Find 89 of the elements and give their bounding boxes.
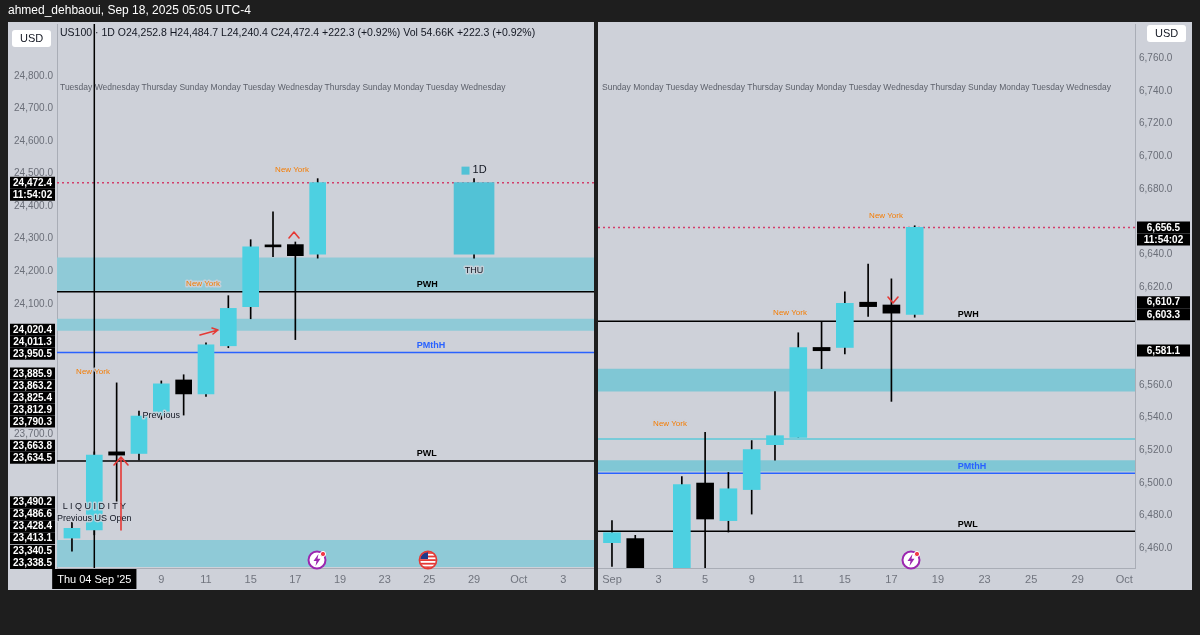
text: 6,581.1 — [1146, 344, 1181, 356]
x-tick-label: 9 — [158, 572, 165, 585]
y-tick-label: 6,740.0 — [1139, 84, 1173, 96]
text: 24,011.3 — [13, 335, 53, 347]
text: 24,472.4 — [13, 176, 53, 188]
x-tick-label: 3 — [655, 572, 662, 585]
candlestick — [766, 391, 784, 461]
y-tick-label: 6,620.0 — [1139, 280, 1173, 292]
x-tick-label: 5 — [702, 572, 709, 585]
text: 23,663.8 — [13, 439, 53, 451]
y-tick-label: 6,500.0 — [1139, 476, 1173, 488]
chart-subtitle: US100 · 1D O24,252.8 H24,484.7 L24,240.4 C24,472.4 +222.3 (+0.92%) Vol 54.66K +222.3 (+0.92%) — [60, 25, 536, 39]
y-tick-label: 6,480.0 — [1139, 509, 1173, 521]
text: 23,413.1 — [13, 532, 53, 544]
text: 11:54:02 — [1143, 233, 1184, 245]
annotation: New York — [653, 419, 688, 429]
annotation: New York — [186, 279, 221, 289]
x-tick-label: 3 — [560, 572, 567, 585]
x-tick-label: 15 — [244, 572, 257, 585]
y-tick-label: 6,760.0 — [1139, 52, 1173, 64]
y-tick-label: 6,520.0 — [1139, 444, 1173, 456]
y-tick-label: 6,460.0 — [1139, 542, 1173, 554]
annotation: Tuesday Wednesday Thursday Sunday Monday Tuesday Wednesday Thursday Sunday Monday Tuesday Wednesday — [60, 82, 506, 93]
text: 23,634.5 — [13, 451, 53, 463]
text: 23,490.2 — [13, 496, 53, 508]
ref-line-label: PMthH — [416, 339, 446, 350]
x-tick-label: Thu 04 Sep '25 — [57, 572, 132, 585]
x-tick-label: 23 — [378, 572, 391, 585]
y-tick-label: 24,800.0 — [14, 69, 54, 81]
y-tick-label: 6,700.0 — [1139, 150, 1173, 162]
text: USD — [12, 30, 52, 47]
text: 23,885.9 — [13, 367, 53, 379]
x-tick-label: 19 — [333, 572, 347, 585]
text: 23,428.4 — [13, 520, 53, 532]
x-tick-label: 9 — [748, 572, 755, 585]
y-tick-label: 24,100.0 — [14, 297, 54, 309]
x-tick-label: 23 — [978, 572, 991, 585]
x-tick-label: Sep — [602, 572, 622, 585]
text: 23,863.2 — [13, 379, 53, 391]
y-tick-label: 6,540.0 — [1139, 411, 1173, 423]
text: 6,603.3 — [1146, 308, 1181, 320]
x-tick-label: 17 — [885, 572, 898, 585]
text: USD — [1147, 25, 1187, 42]
y-tick-label: 23,700.0 — [14, 427, 54, 439]
ref-line-label: PWH — [957, 308, 979, 319]
x-tick-label: Oct — [1115, 572, 1133, 585]
y-tick-label: 6,720.0 — [1139, 117, 1173, 129]
annotation: THU — [464, 264, 484, 275]
annotation: New York — [869, 211, 904, 221]
y-tick-label: 6,560.0 — [1139, 378, 1173, 390]
text: 23,812.9 — [13, 403, 53, 415]
text: 6,610.7 — [1146, 296, 1181, 308]
y-tick-label: 6,680.0 — [1139, 182, 1173, 194]
x-tick-label: 17 — [289, 572, 302, 585]
annotation: Sunday Monday Tuesday Wednesday Thursday Sunday Monday Tuesday Wednesday Thursday Sunday Monday Tuesday Wednesday — [602, 82, 1112, 93]
ref-line-label: PWL — [416, 448, 438, 459]
x-tick-label: 29 — [467, 572, 481, 585]
x-tick-label: 11 — [792, 572, 804, 585]
candlestick — [859, 263, 877, 317]
x-tick-label: Oct — [510, 572, 528, 585]
y-tick-label: 24,700.0 — [14, 102, 54, 114]
y-tick-label: 24,500.0 — [14, 167, 54, 179]
x-tick-label: 25 — [1025, 572, 1038, 585]
text: 23,790.3 — [13, 415, 53, 427]
legend-label: 1D — [472, 163, 487, 176]
text: 23,950.5 — [13, 347, 53, 359]
ref-line-label: PWL — [957, 518, 979, 529]
x-tick-label: 25 — [423, 572, 436, 585]
annotation: New York — [275, 165, 310, 175]
y-tick-label: 24,200.0 — [14, 265, 54, 277]
ref-line-label: PWH — [416, 279, 438, 290]
text: 23,338.5 — [13, 557, 53, 569]
text: 23,340.5 — [13, 545, 53, 557]
annotation: New York — [773, 308, 808, 318]
y-tick-label: 6,640.0 — [1139, 248, 1173, 260]
y-tick-label: 24,600.0 — [14, 134, 54, 146]
text: 23,825.4 — [13, 391, 53, 403]
text: 23,486.6 — [13, 508, 53, 520]
chart-title: ahmed_dehbaoui, Sep 18, 2025 05:05 UTC-4 — [8, 3, 251, 18]
y-tick-label: 24,300.0 — [14, 232, 54, 244]
text: 6,656.5 — [1146, 221, 1181, 233]
x-tick-label: 11 — [200, 572, 212, 585]
text: 11:54:02 — [12, 188, 53, 200]
x-tick-label: 15 — [838, 572, 851, 585]
text: 24,020.4 — [13, 323, 53, 335]
x-tick-label: 29 — [1071, 572, 1084, 585]
y-tick-label: 24,400.0 — [14, 199, 54, 211]
ref-line-label: PMthH — [957, 460, 987, 471]
x-tick-label: 19 — [931, 572, 945, 585]
